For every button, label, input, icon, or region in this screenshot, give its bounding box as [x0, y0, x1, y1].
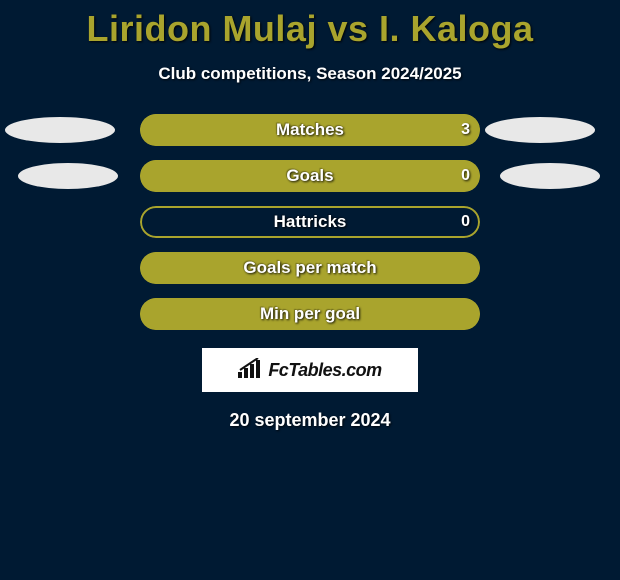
side-ellipse — [500, 163, 600, 189]
stat-bar: Goals per match — [140, 252, 480, 284]
stat-label: Goals per match — [140, 252, 480, 284]
brand-text: FcTables.com — [268, 360, 381, 381]
brand-badge: FcTables.com — [202, 348, 418, 392]
stat-value-right: 3 — [461, 114, 470, 146]
side-ellipse — [18, 163, 118, 189]
stat-row: Goals per match — [0, 252, 620, 284]
stat-bar: Min per goal — [140, 298, 480, 330]
stat-label: Matches — [140, 114, 480, 146]
stat-label: Min per goal — [140, 298, 480, 330]
stat-value-right: 0 — [461, 160, 470, 192]
side-ellipse — [485, 117, 595, 143]
subtitle: Club competitions, Season 2024/2025 — [0, 64, 620, 84]
snapshot-date: 20 september 2024 — [0, 410, 620, 431]
stat-label: Hattricks — [140, 206, 480, 238]
side-ellipse — [5, 117, 115, 143]
stat-row: Hattricks0 — [0, 206, 620, 238]
stat-label: Goals — [140, 160, 480, 192]
comparison-chart: Matches3Goals0Hattricks0Goals per matchM… — [0, 114, 620, 330]
stat-value-right: 0 — [461, 206, 470, 238]
stat-bar: Matches3 — [140, 114, 480, 146]
stat-row: Min per goal — [0, 298, 620, 330]
stat-bar: Goals0 — [140, 160, 480, 192]
page-title: Liridon Mulaj vs I. Kaloga — [0, 0, 620, 50]
stat-bar: Hattricks0 — [140, 206, 480, 238]
chart-icon — [238, 358, 262, 383]
